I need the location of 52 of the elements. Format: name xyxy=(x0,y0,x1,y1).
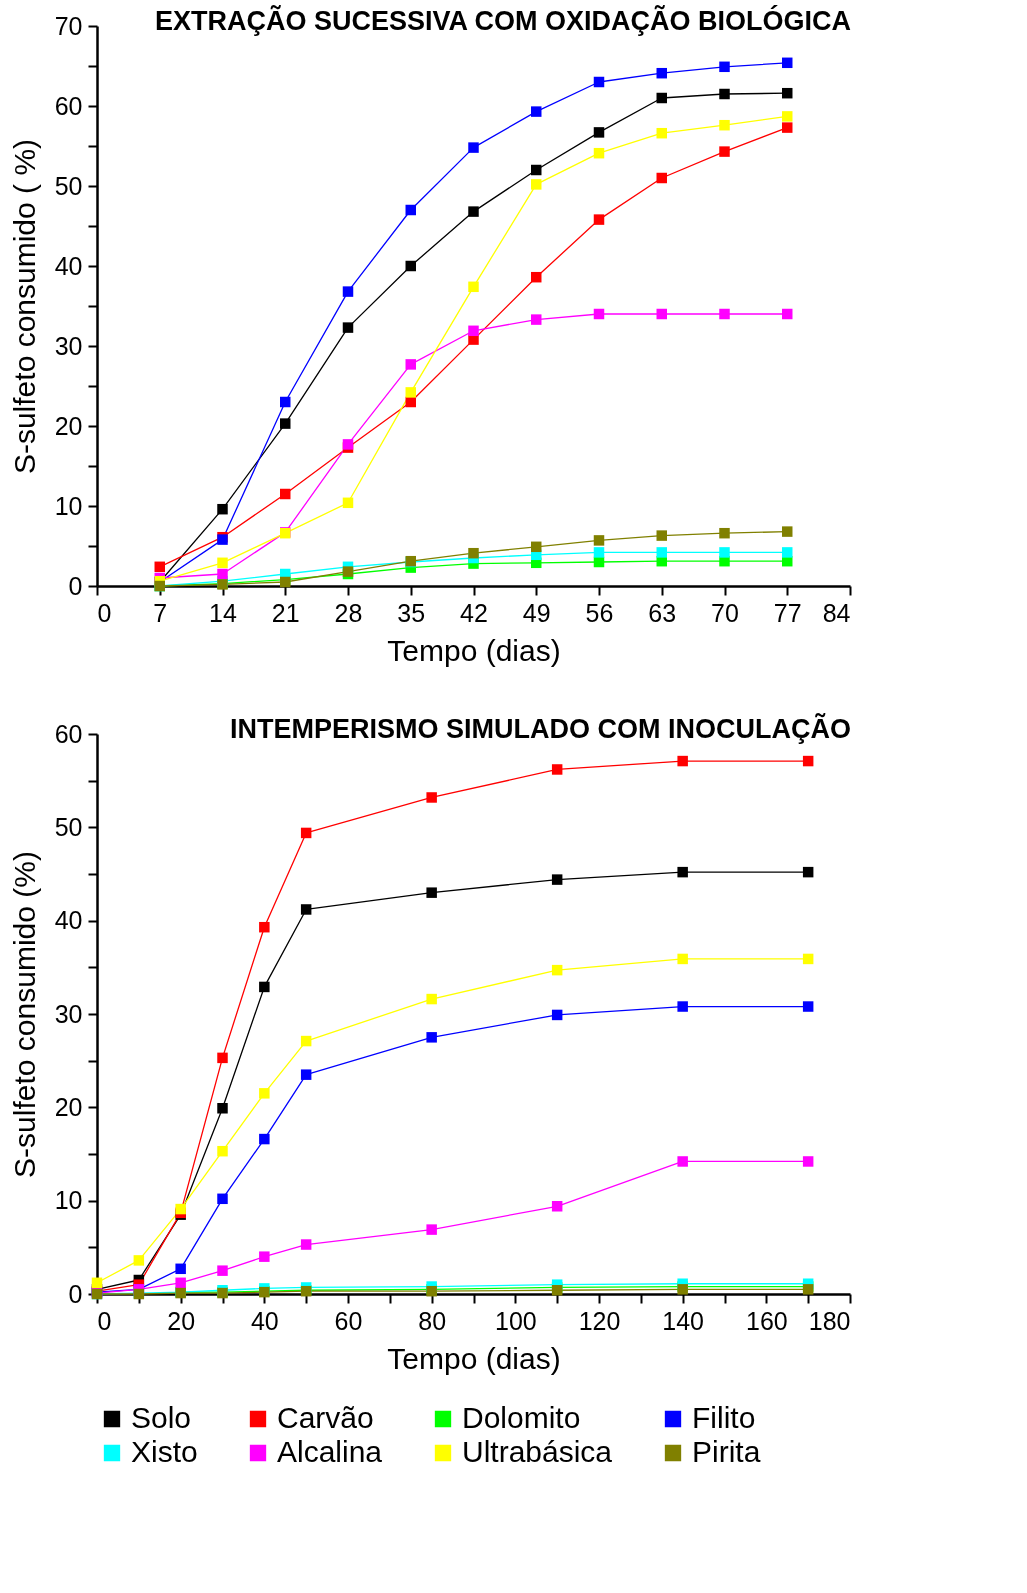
chart-title: INTEMPERISMO SIMULADO COM INOCULAÇÃO xyxy=(230,713,851,744)
y-tick-label: 10 xyxy=(54,1186,83,1215)
x-tick-label: 120 xyxy=(578,1306,621,1335)
x-tick-label: 0 xyxy=(97,598,112,627)
legend-label: Dolomito xyxy=(462,1401,581,1434)
x-tick-label: 77 xyxy=(773,598,802,627)
x-tick-label: 21 xyxy=(271,598,300,627)
y-tick-label: 70 xyxy=(54,11,83,40)
legend-label: Ultrabásica xyxy=(462,1435,613,1468)
x-tick-label: 7 xyxy=(153,598,168,627)
x-tick-label: 70 xyxy=(711,598,739,627)
y-tick-label: 30 xyxy=(54,331,83,360)
x-tick-label: 63 xyxy=(648,598,677,627)
y-tick-label: 60 xyxy=(54,719,83,748)
x-tick-label: 180 xyxy=(808,1306,851,1335)
x-tick-label: 14 xyxy=(209,598,237,627)
x-tick-label: 20 xyxy=(167,1306,196,1335)
x-tick-label: 0 xyxy=(97,1306,112,1335)
x-tick-label: 84 xyxy=(822,598,851,627)
x-tick-label: 56 xyxy=(585,598,614,627)
y-tick-label: 0 xyxy=(68,571,83,600)
legend-label: Alcalina xyxy=(277,1435,383,1468)
y-tick-label: 40 xyxy=(54,251,83,280)
legend-label: Carvão xyxy=(277,1401,374,1434)
y-tick-label: 30 xyxy=(54,999,83,1028)
x-tick-label: 80 xyxy=(418,1306,447,1335)
y-tick-label: 0 xyxy=(68,1279,83,1308)
y-tick-label: 20 xyxy=(54,411,83,440)
y-tick-label: 50 xyxy=(54,812,83,841)
y-tick-label: 10 xyxy=(54,491,83,520)
y-axis-title: S-sulfeto consumido (%) xyxy=(7,851,41,1178)
x-tick-label: 160 xyxy=(745,1306,788,1335)
y-tick-label: 50 xyxy=(54,171,83,200)
x-axis-title: Tempo (dias) xyxy=(387,633,561,667)
chart-title: EXTRAÇÃO SUCESSIVA COM OXIDAÇÃO BIOLÓGICA xyxy=(154,5,851,36)
y-tick-label: 40 xyxy=(54,906,83,935)
x-tick-label: 100 xyxy=(494,1306,537,1335)
y-axis-title: S-sulfeto consumido ( %) xyxy=(7,138,41,475)
y-tick-label: 60 xyxy=(54,91,83,120)
legend-label: Solo xyxy=(131,1401,192,1434)
x-tick-label: 42 xyxy=(460,598,488,627)
y-tick-label: 20 xyxy=(54,1092,83,1121)
x-tick-label: 40 xyxy=(250,1306,279,1335)
legend-label: Xisto xyxy=(131,1435,198,1468)
legend-label: Pirita xyxy=(692,1435,761,1468)
x-tick-label: 60 xyxy=(334,1306,363,1335)
x-tick-label: 28 xyxy=(334,598,363,627)
x-axis-title: Tempo (dias) xyxy=(387,1341,561,1375)
x-tick-label: 35 xyxy=(397,598,426,627)
x-tick-label: 49 xyxy=(522,598,551,627)
legend-label: Filito xyxy=(692,1401,756,1434)
x-tick-label: 140 xyxy=(662,1306,705,1335)
